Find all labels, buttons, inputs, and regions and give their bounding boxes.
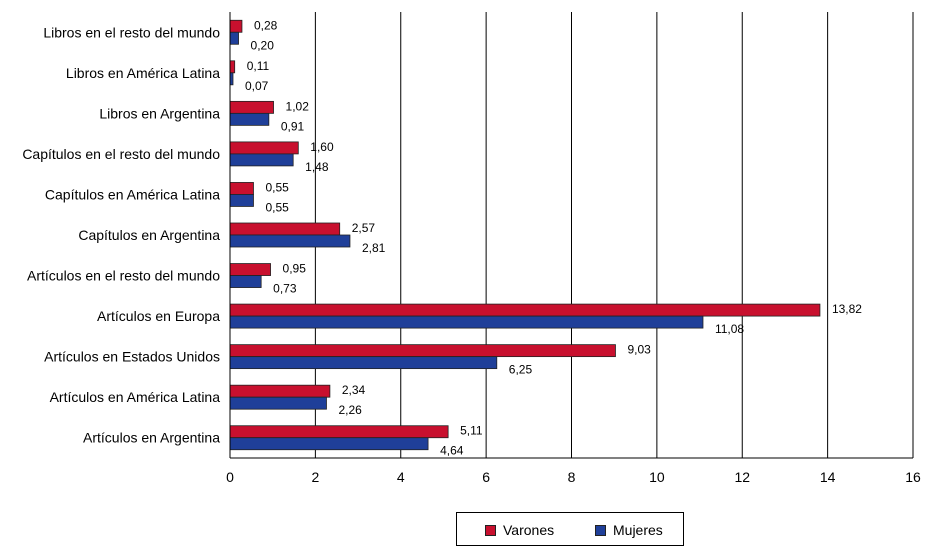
bar-varones <box>229 425 449 439</box>
x-tick-label: 12 <box>734 469 750 485</box>
data-label: 11,08 <box>715 322 744 336</box>
bar-varones <box>229 263 271 276</box>
category-label: Artículos en Argentina <box>83 430 220 446</box>
bar-varones <box>229 303 821 317</box>
x-tick-label: 4 <box>397 469 405 485</box>
data-label: 0,11 <box>247 59 270 73</box>
data-label: 2,26 <box>338 403 362 417</box>
bar-mujeres <box>229 275 262 288</box>
data-label: 2,34 <box>342 383 366 397</box>
category-label: Artículos en el resto del mundo <box>27 268 220 284</box>
data-label: 0,55 <box>265 200 289 214</box>
legend-label-varones: Varones <box>503 522 555 538</box>
legend-swatch-mujeres <box>595 524 606 536</box>
category-label: Capítulos en Argentina <box>78 227 220 243</box>
bar-mujeres <box>229 315 704 329</box>
data-label: 4,64 <box>440 444 464 458</box>
bar-varones <box>229 141 299 155</box>
bar-chart: 0 2 4 6 8 10 12 14 16 Libros en el resto del mund… <box>22 12 921 485</box>
bar-mujeres <box>229 153 294 167</box>
bar-mujeres <box>229 396 327 410</box>
data-label: 1,02 <box>286 99 310 113</box>
bar-mujeres <box>229 112 270 126</box>
bar-varones <box>229 384 331 398</box>
data-label: 0,28 <box>254 18 278 32</box>
data-label: 0,20 <box>251 38 275 52</box>
bar-varones <box>229 60 236 74</box>
data-label: 0,73 <box>273 282 297 296</box>
data-label: 1,60 <box>310 140 334 154</box>
bar-varones <box>229 182 254 195</box>
data-label: 13,82 <box>832 302 862 316</box>
x-tick-label: 8 <box>568 469 576 485</box>
data-label: 1,48 <box>305 160 329 174</box>
data-label: 0,95 <box>283 262 307 276</box>
category-label: Libros en el resto del mundo <box>43 24 220 40</box>
legend-item-varones: Varones <box>485 522 554 538</box>
category-label: Artículos en Estados Unidos <box>44 349 220 365</box>
legend-swatch-varones <box>485 524 496 536</box>
data-label: 2,57 <box>352 221 376 235</box>
category-label: Artículos en Europa <box>97 308 220 324</box>
category-label: Capítulos en América Latina <box>45 186 220 202</box>
data-label: 9,03 <box>627 343 651 357</box>
bar-mujeres <box>229 194 254 207</box>
data-label: 0,07 <box>245 79 269 93</box>
data-label: 0,55 <box>265 180 289 194</box>
x-tick-label: 0 <box>226 469 234 485</box>
data-label: 2,81 <box>362 241 386 255</box>
category-label: Libros en América Latina <box>66 65 220 81</box>
data-label: 5,11 <box>460 424 483 438</box>
bar-varones <box>229 100 274 114</box>
bar-varones <box>229 344 616 358</box>
x-tick-label: 6 <box>482 469 490 485</box>
x-tick-label: 14 <box>820 469 836 485</box>
x-tick-label: 10 <box>649 469 665 485</box>
bar-mujeres <box>229 437 429 451</box>
bar-varones <box>229 222 341 236</box>
legend: Varones Mujeres <box>456 512 684 546</box>
bar-mujeres <box>229 356 498 370</box>
category-label: Artículos en América Latina <box>50 389 221 405</box>
data-label: 6,25 <box>509 363 533 377</box>
legend-label-mujeres: Mujeres <box>613 522 663 538</box>
bar-mujeres <box>229 31 239 45</box>
legend-item-mujeres: Mujeres <box>595 522 663 538</box>
data-label: 0,91 <box>281 119 305 133</box>
x-tick-label: 16 <box>905 469 921 485</box>
category-label: Libros en Argentina <box>99 105 220 121</box>
x-tick-label: 2 <box>311 469 319 485</box>
category-label: Capítulos en el resto del mundo <box>22 146 220 162</box>
bar-varones <box>229 19 243 33</box>
bar-mujeres <box>229 234 351 248</box>
